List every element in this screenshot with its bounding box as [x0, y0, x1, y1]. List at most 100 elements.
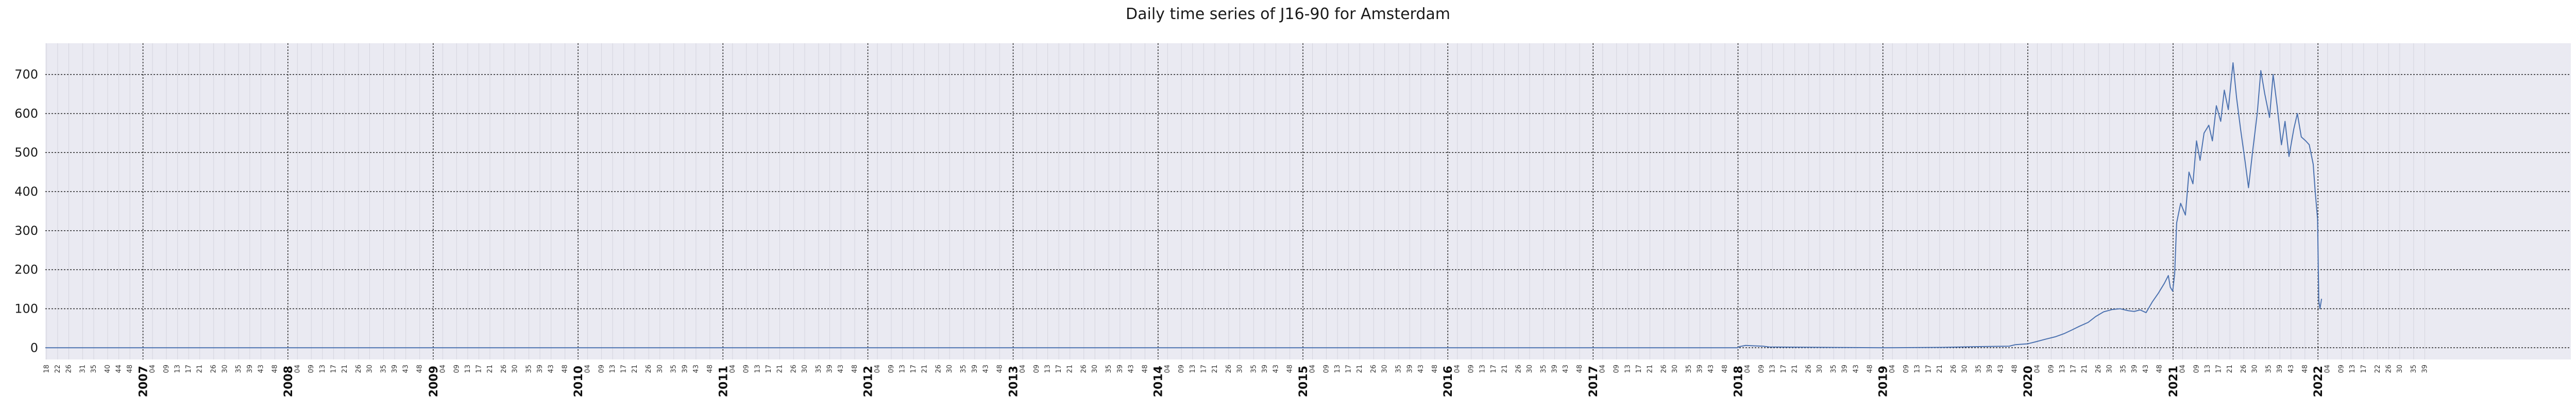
- x-week-tick-label: 35: [90, 365, 98, 373]
- x-week-tick-label: 09: [2193, 365, 2200, 373]
- data-point: [2176, 222, 2177, 224]
- x-week-tick-label: 17: [1200, 365, 1208, 373]
- x-week-tick-label: 26: [2240, 365, 2248, 373]
- x-week-tick-label: 26: [65, 365, 73, 373]
- data-point: [2309, 144, 2310, 145]
- x-week-tick-label: 26: [210, 365, 218, 373]
- x-year-tick-label: 2014: [1153, 366, 1165, 397]
- x-week-tick-label: 48: [1286, 365, 1294, 373]
- x-week-tick-label: 17: [1490, 365, 1498, 373]
- x-year-tick-label: 2015: [1297, 366, 1310, 397]
- x-year-tick-label: 2016: [1442, 366, 1455, 397]
- data-point: [2079, 325, 2080, 327]
- x-week-tick-label: 13: [609, 365, 617, 373]
- data-point: [1745, 345, 1746, 346]
- x-week-tick-label: 21: [196, 365, 204, 373]
- x-week-tick-label: 09: [1178, 365, 1185, 373]
- data-point: [2071, 330, 2072, 331]
- x-week-tick-label: 39: [536, 365, 544, 373]
- x-week-tick-label: 39: [826, 365, 834, 373]
- x-week-tick-label: 13: [464, 365, 472, 373]
- x-week-tick-label: 44: [115, 365, 123, 373]
- x-week-tick-label: 39: [971, 365, 979, 373]
- x-week-tick-label: 13: [174, 365, 182, 373]
- x-year-tick-label: 2021: [2167, 366, 2180, 397]
- x-week-tick-label: 43: [1997, 365, 2005, 373]
- x-week-tick-label: 35: [1830, 365, 1838, 373]
- x-week-tick-label: 43: [548, 365, 555, 373]
- x-week-tick-label: 26: [1950, 365, 1958, 373]
- x-week-tick-label: 35: [1685, 365, 1693, 373]
- x-week-tick-label: 21: [1211, 365, 1219, 373]
- x-week-tick-label: 04: [149, 365, 157, 373]
- x-week-tick-label: 09: [1758, 365, 1766, 373]
- data-point: [2035, 341, 2036, 342]
- data-point: [2152, 301, 2153, 302]
- x-week-tick-label: 26: [935, 365, 943, 373]
- x-week-tick-label: 21: [1646, 365, 1654, 373]
- x-week-tick-label: 17: [910, 365, 918, 373]
- x-week-tick-label: 09: [1468, 365, 1476, 373]
- x-week-tick-label: 26: [1805, 365, 1813, 373]
- x-week-tick-label: 21: [1936, 365, 1944, 373]
- x-week-tick-label: 48: [1141, 365, 1149, 373]
- x-week-tick-label: 04: [294, 365, 301, 373]
- x-week-tick-label: 48: [416, 365, 424, 373]
- x-week-tick-label: 13: [754, 365, 761, 373]
- x-week-tick-label: 35: [1395, 365, 1403, 373]
- x-week-tick-label: 30: [2106, 365, 2114, 373]
- x-week-tick-label: 21: [2081, 365, 2089, 373]
- x-week-tick-label: 35: [960, 365, 968, 373]
- data-point: [2297, 113, 2298, 114]
- x-week-tick-label: 30: [1526, 365, 1534, 373]
- data-point: [2248, 187, 2249, 188]
- x-week-tick-label: 13: [319, 365, 327, 373]
- x-week-tick-label: 09: [163, 365, 171, 373]
- x-year-tick-label: 2018: [1732, 366, 1745, 397]
- x-week-tick-label: 17: [475, 365, 483, 373]
- y-tick-label: 500: [14, 145, 38, 160]
- x-week-tick-label: 04: [1744, 365, 1752, 373]
- x-year-tick-label: 2011: [717, 366, 730, 397]
- x-week-tick-label: 04: [2033, 365, 2041, 373]
- x-week-tick-label: 48: [126, 365, 134, 373]
- x-week-tick-label: 21: [2226, 365, 2234, 373]
- x-week-tick-label: 39: [2276, 365, 2284, 373]
- x-week-tick-label: 26: [2095, 365, 2103, 373]
- x-week-tick-label: 35: [1105, 365, 1113, 373]
- x-year-tick-label: 2013: [1008, 366, 1021, 397]
- x-week-tick-label: 30: [512, 365, 519, 373]
- x-week-tick-label: 35: [2120, 365, 2128, 373]
- x-week-tick-label: 17: [2360, 365, 2368, 373]
- x-week-tick-label: 13: [2349, 365, 2357, 373]
- x-week-tick-label: 35: [1250, 365, 1258, 373]
- x-week-tick-label: 48: [2011, 365, 2019, 373]
- x-week-tick-label: 39: [1551, 365, 1558, 373]
- x-week-tick-label: 17: [765, 365, 773, 373]
- x-week-tick-label: 04: [1309, 365, 1316, 373]
- plot-area: [45, 43, 2571, 359]
- data-point: [2158, 293, 2159, 294]
- data-point: [2063, 333, 2064, 334]
- data-point: [2174, 273, 2175, 274]
- x-week-tick-label: 43: [2287, 365, 2295, 373]
- x-week-tick-label: 22: [54, 365, 62, 373]
- data-point: [1739, 346, 1740, 347]
- y-tick-label: 600: [14, 106, 38, 121]
- x-week-tick-label: 17: [330, 365, 337, 373]
- x-week-tick-label: 35: [525, 365, 533, 373]
- x-week-tick-label: 48: [562, 365, 569, 373]
- x-week-tick-label: 39: [1406, 365, 1414, 373]
- x-week-tick-label: 17: [1925, 365, 1933, 373]
- x-week-tick-label: 13: [1334, 365, 1342, 373]
- x-week-tick-label: 13: [2204, 365, 2212, 373]
- x-week-tick-label: 04: [1454, 365, 1462, 373]
- x-year-tick-label: 2019: [1877, 366, 1890, 397]
- x-week-tick-label: 04: [2179, 365, 2187, 373]
- chart-title: Daily time series of J16-90 for Amsterda…: [1126, 5, 1450, 23]
- x-week-tick-label: 17: [620, 365, 628, 373]
- x-week-tick-label: 09: [453, 365, 461, 373]
- y-tick-label: 700: [14, 67, 38, 82]
- x-week-tick-label: 39: [391, 365, 399, 373]
- x-week-tick-label: 39: [1116, 365, 1124, 373]
